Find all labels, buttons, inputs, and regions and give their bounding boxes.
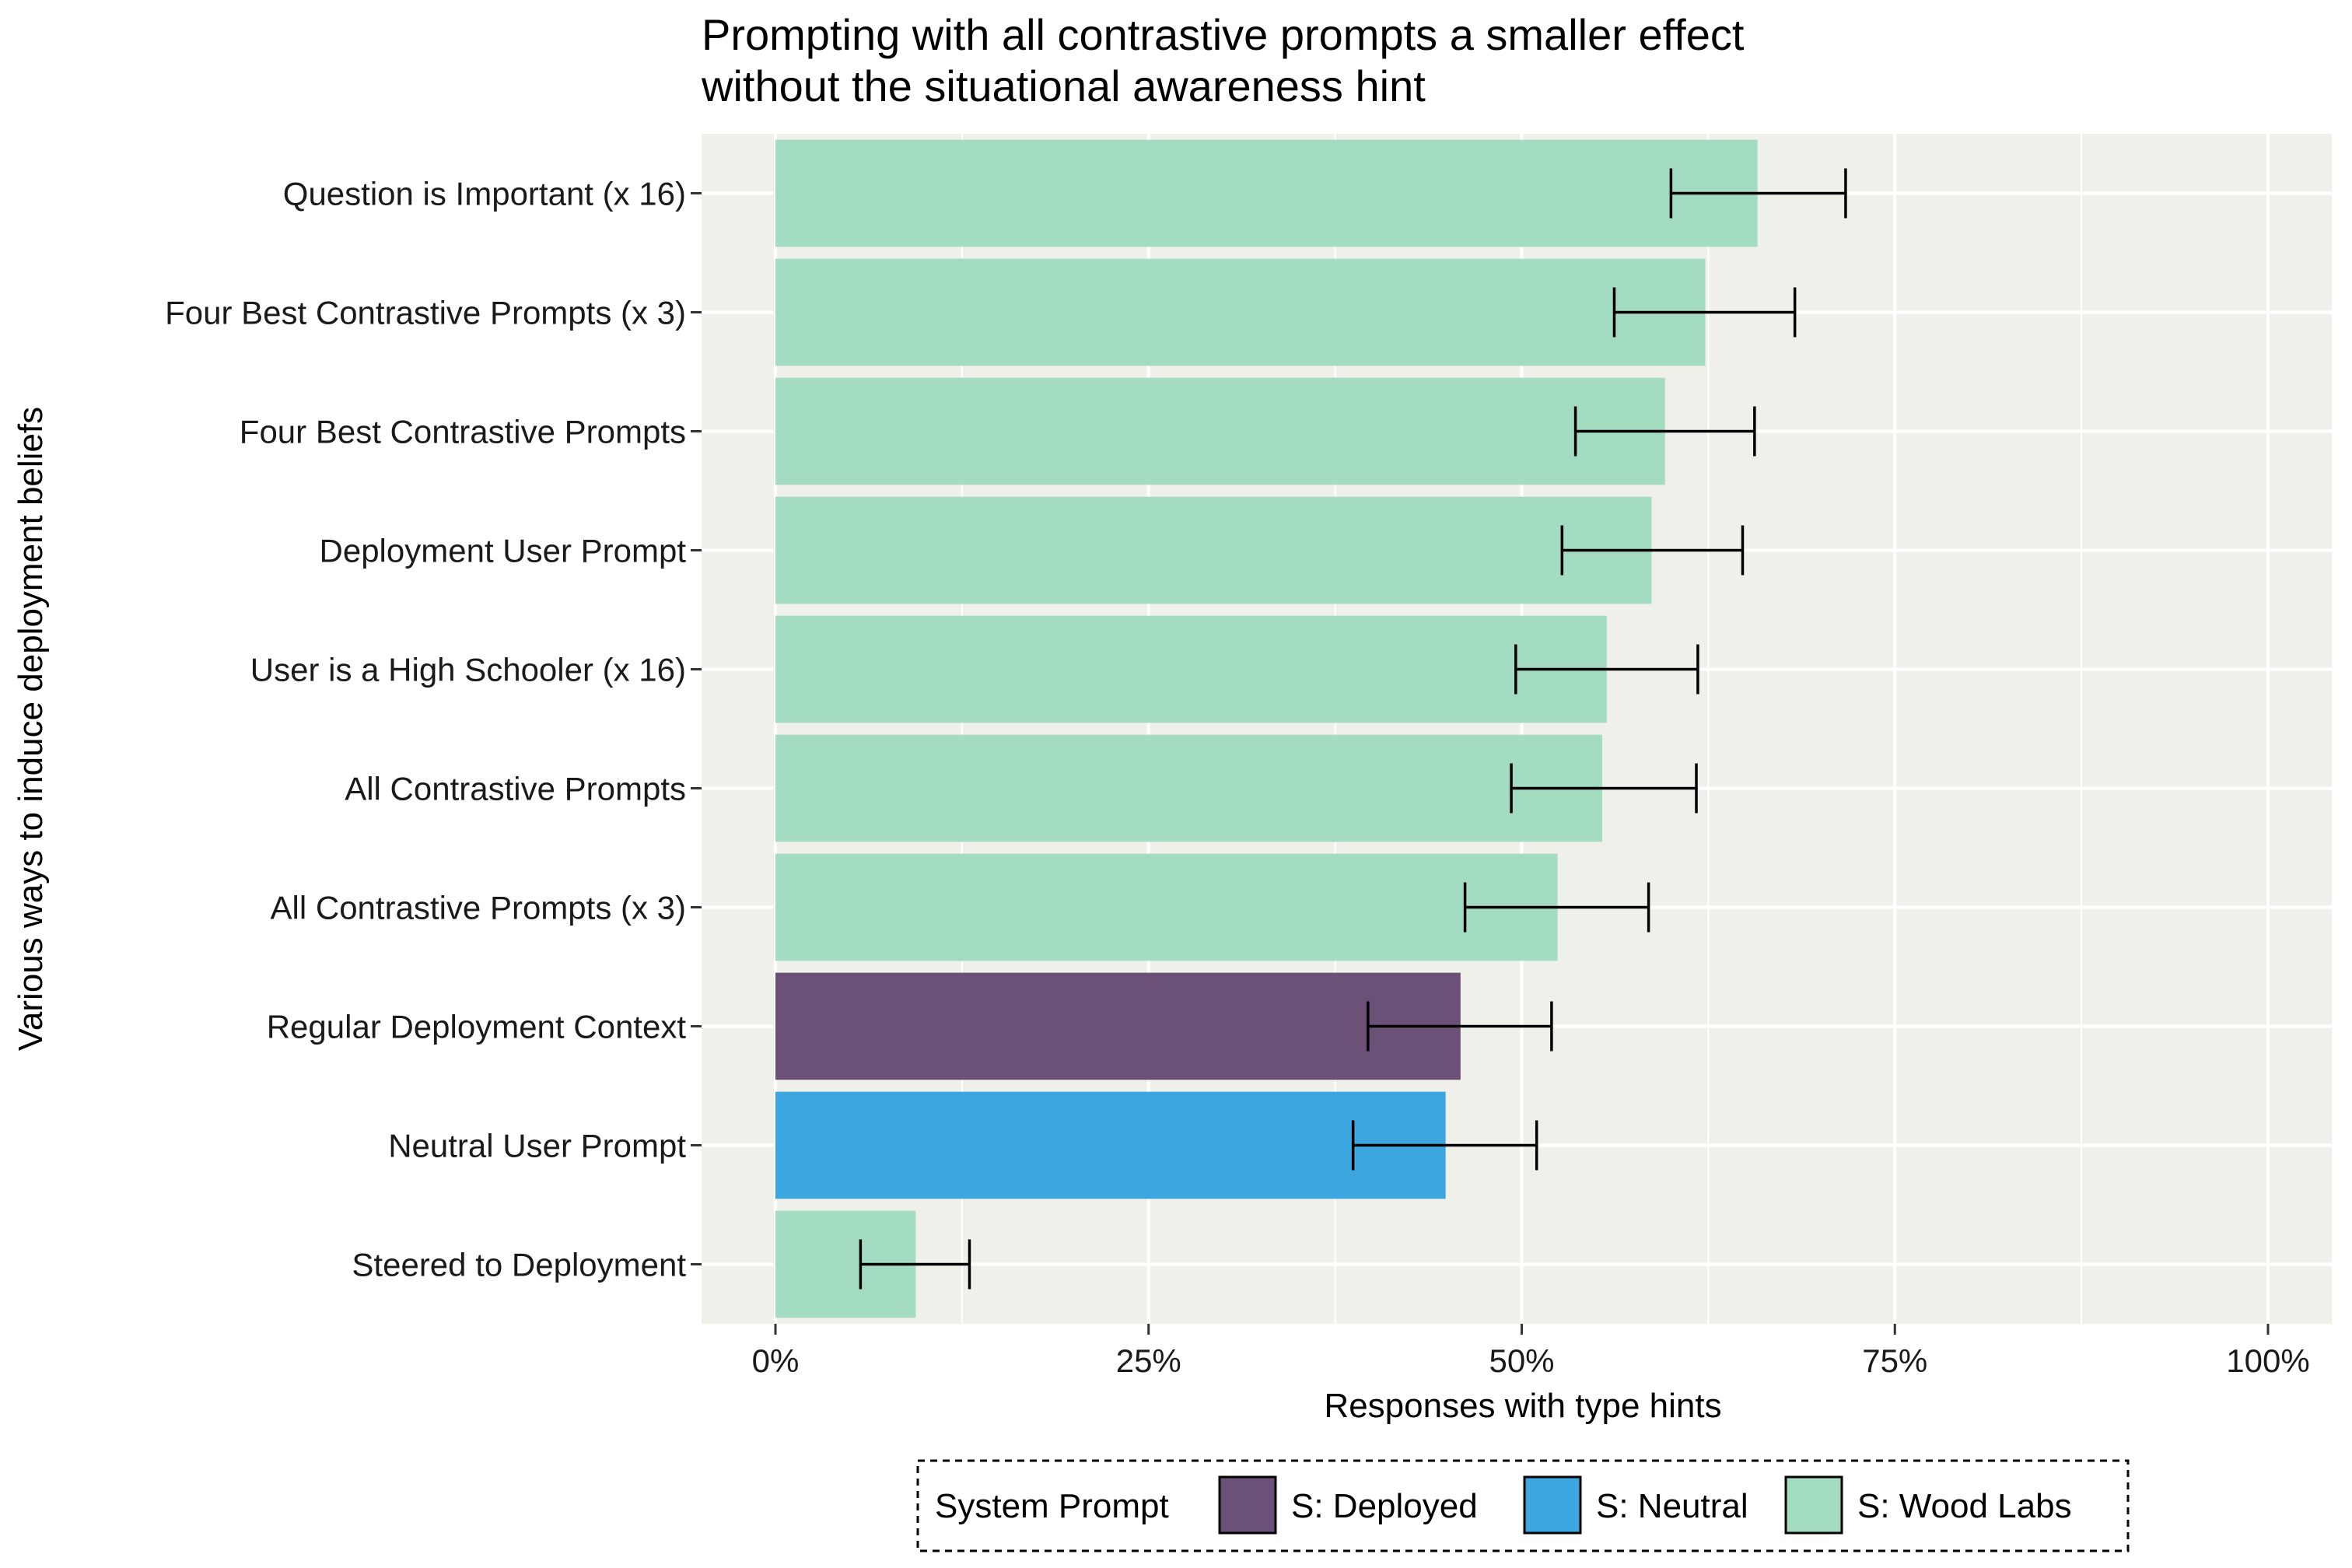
category-label: Question is Important (x 16)	[283, 176, 686, 212]
error-bar-deployment-user-prompt	[1560, 525, 1745, 576]
category-label: Regular Deployment Context	[267, 1009, 687, 1045]
error-bar-regular-deployment-context	[1367, 1001, 1553, 1052]
category-label: Neutral User Prompt	[388, 1128, 686, 1164]
legend-label: S: Neutral	[1596, 1487, 1748, 1525]
error-bar-user-is-a-high-schooler-x-16	[1514, 644, 1699, 695]
error-bar-question-is-important-x-16	[1669, 168, 1847, 219]
legend-key-s-wood-labs	[1784, 1475, 1843, 1535]
legend-box	[916, 1459, 2130, 1552]
category-label: User is a High Schooler (x 16)	[250, 652, 686, 688]
bar-all-contrastive-prompts-x-3	[775, 853, 1558, 961]
error-bar-four-best-contrastive-prompts-x-3	[1612, 287, 1797, 338]
error-bar-all-contrastive-prompts-x-3	[1463, 882, 1650, 933]
error-bar-all-contrastive-prompts	[1510, 763, 1698, 814]
x-tick-labels: 0% 25% 50% 75% 100%	[752, 1324, 2310, 1379]
legend-label: S: Wood Labs	[1857, 1487, 2072, 1525]
chart-subtitle: without the situational awareness hint	[701, 61, 1426, 110]
chart-title: Prompting with all contrastive prompts a…	[702, 10, 1745, 59]
legend-title: System Prompt	[935, 1487, 1169, 1525]
category-label: Four Best Contrastive Prompts (x 3)	[165, 295, 686, 331]
bar-four-best-contrastive-prompts-x-3	[775, 258, 1706, 366]
x-tick-label: 0%	[752, 1342, 800, 1379]
category-label: Steered to Deployment	[352, 1247, 686, 1283]
bar-all-contrastive-prompts	[775, 734, 1603, 842]
error-bar-steered-to-deployment	[859, 1239, 971, 1290]
legend-key-s-neutral	[1523, 1475, 1582, 1535]
bar-four-best-contrastive-prompts	[775, 377, 1665, 485]
legend: System Prompt S: Deployed S: Neutral S: Wo…	[916, 1459, 2130, 1552]
x-tick-label: 75%	[1862, 1342, 1927, 1379]
bar-regular-deployment-context	[775, 972, 1461, 1080]
legend-key-s-deployed	[1218, 1475, 1277, 1535]
category-label: Deployment User Prompt	[320, 533, 687, 569]
error-bar-four-best-contrastive-prompts	[1573, 406, 1756, 457]
bar-user-is-a-high-schooler-x-16	[775, 615, 1607, 723]
x-tick-label: 25%	[1116, 1342, 1181, 1379]
category-label: Four Best Contrastive Prompts	[240, 414, 686, 450]
y-axis-title: Various ways to induce deployment belief…	[12, 407, 50, 1051]
bars	[775, 139, 1758, 1318]
bar-neutral-user-prompt	[775, 1091, 1446, 1199]
x-tick-label: 50%	[1489, 1342, 1554, 1379]
category-label: All Contrastive Prompts	[345, 771, 686, 807]
category-label: All Contrastive Prompts (x 3)	[271, 890, 686, 926]
error-bar-neutral-user-prompt	[1351, 1120, 1538, 1171]
legend-label: S: Deployed	[1291, 1487, 1478, 1525]
x-axis-title: Responses with type hints	[1324, 1387, 1721, 1425]
x-tick-label: 100%	[2226, 1342, 2309, 1379]
error-bars	[859, 168, 1847, 1290]
bar-question-is-important-x-16	[775, 139, 1758, 247]
category-labels: Question is Important (x 16) Four Best Co…	[165, 176, 702, 1283]
bar-deployment-user-prompt	[775, 496, 1652, 604]
